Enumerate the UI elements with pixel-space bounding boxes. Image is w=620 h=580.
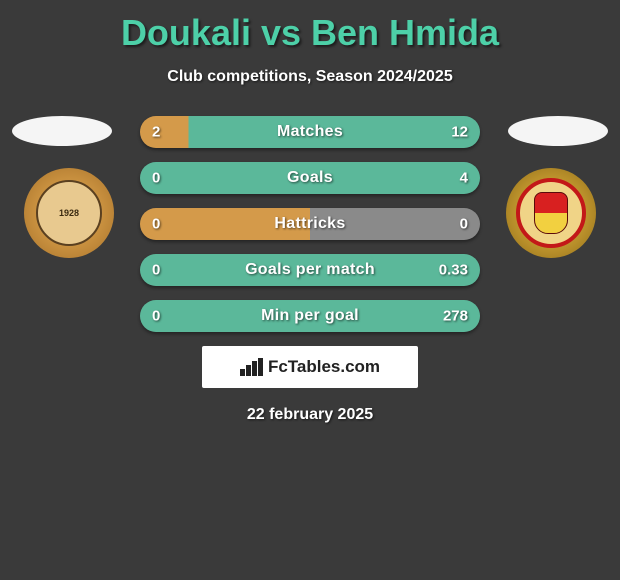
stat-right-value: 278 — [443, 308, 468, 325]
stat-label: Matches — [277, 123, 343, 141]
left-club-badge: 1928 — [24, 168, 114, 258]
stat-right-value: 12 — [451, 124, 468, 141]
stat-left-value: 0 — [152, 262, 160, 279]
comparison-panel: 1928 2 Matches 12 0 Goals 4 0 Hattricks 0 0 Goals … — [0, 116, 620, 424]
stat-bar: 0 Goals per match 0.33 — [140, 254, 480, 286]
right-badge-shield — [534, 192, 568, 234]
bar-chart-icon — [240, 358, 262, 376]
branding-text: FcTables.com — [268, 357, 380, 377]
stat-label: Min per goal — [261, 307, 359, 325]
stat-left-value: 0 — [152, 216, 160, 233]
stat-bar: 0 Goals 4 — [140, 162, 480, 194]
stat-label: Hattricks — [274, 215, 345, 233]
branding-box[interactable]: FcTables.com — [202, 346, 418, 388]
right-badge-ring — [516, 178, 586, 248]
left-flag-placeholder — [12, 116, 112, 146]
right-flag-placeholder — [508, 116, 608, 146]
stat-bars-container: 2 Matches 12 0 Goals 4 0 Hattricks 0 0 Goals per m… — [140, 116, 480, 332]
right-club-badge — [506, 168, 596, 258]
stat-left-value: 0 — [152, 170, 160, 187]
page-title: Doukali vs Ben Hmida — [0, 0, 620, 54]
footer-date: 22 february 2025 — [0, 406, 620, 424]
stat-right-value: 0 — [460, 216, 468, 233]
subtitle: Club competitions, Season 2024/2025 — [0, 68, 620, 86]
stat-bar: 0 Min per goal 278 — [140, 300, 480, 332]
left-badge-year: 1928 — [36, 180, 102, 246]
stat-left-value: 2 — [152, 124, 160, 141]
stat-right-value: 4 — [460, 170, 468, 187]
stat-bar: 2 Matches 12 — [140, 116, 480, 148]
stat-bar: 0 Hattricks 0 — [140, 208, 480, 240]
stat-label: Goals — [287, 169, 333, 187]
stat-right-value: 0.33 — [439, 262, 468, 279]
stat-left-value: 0 — [152, 308, 160, 325]
stat-label: Goals per match — [245, 261, 375, 279]
